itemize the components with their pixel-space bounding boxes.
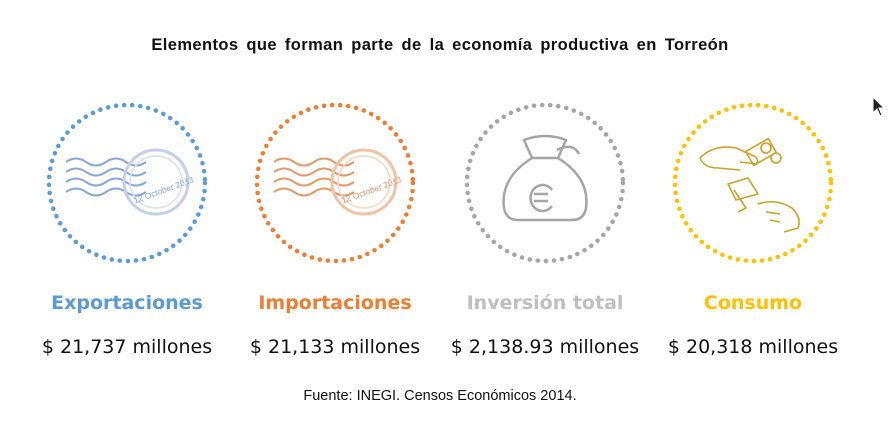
importaciones-card: 12 October 2013 Importaciones $ 21,133 m… [230, 100, 440, 358]
exportaciones-ring: 12 October 2013 [46, 102, 208, 264]
exportaciones-label: Exportaciones [51, 292, 203, 314]
postmark-icon: 12 October 2013 [65, 148, 195, 216]
inversion-value: $ 2,138.93 millones [450, 336, 640, 358]
postmark-icon: 12 October 2013 [273, 148, 403, 216]
inversion-ring [464, 102, 626, 264]
exportaciones-card: 12 October 2013 Exportaciones $ 21,737 m… [22, 100, 232, 358]
consumo-card: Consumo $ 20,318 millones [648, 100, 858, 358]
source-note: Fuente: INEGI. Censos Económicos 2014. [303, 388, 577, 404]
importaciones-value: $ 21,133 millones [249, 336, 421, 358]
exportaciones-value: $ 21,737 millones [41, 336, 213, 358]
inversion-card: Inversión total $ 2,138.93 millones [440, 100, 650, 358]
importaciones-ring: 12 October 2013 [254, 102, 416, 264]
consumo-value: $ 20,318 millones [667, 336, 839, 358]
consumo-ring [672, 102, 834, 264]
inversion-label: Inversión total [466, 292, 624, 314]
importaciones-label: Importaciones [258, 292, 412, 314]
euro-money-bag-icon [502, 134, 588, 222]
infographic-title: Elementos que forman parte de la economí… [151, 36, 729, 54]
consumo-label: Consumo [703, 292, 803, 314]
mouse-cursor-icon [872, 96, 886, 117]
hands-exchanging-money-icon [699, 137, 800, 233]
